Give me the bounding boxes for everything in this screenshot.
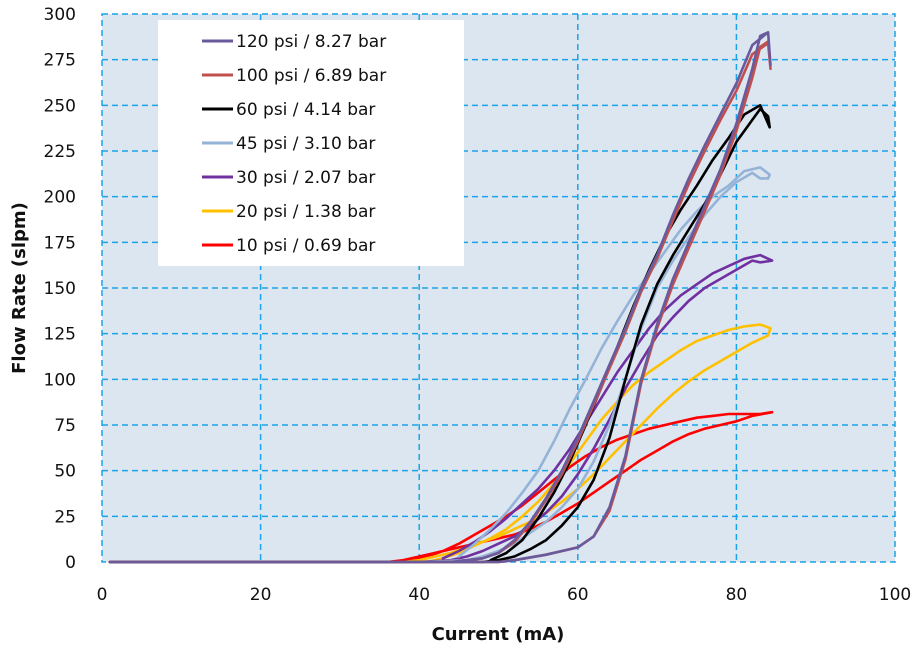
x-tick-label: 40 (408, 585, 430, 605)
y-tick-label: 50 (54, 462, 76, 482)
x-axis-ticks: 0 20 40 60 80 100 (97, 585, 912, 605)
y-tick-label: 125 (44, 325, 76, 345)
series-line (108, 30, 772, 564)
series-line (108, 410, 774, 564)
legend-label: 30 psi / 2.07 bar (236, 168, 375, 188)
legend-label: 10 psi / 0.69 bar (236, 236, 375, 256)
y-tick-label: 300 (44, 5, 76, 25)
legend: 120 psi / 8.27 bar 100 psi / 6.89 bar 60 p… (158, 20, 464, 266)
legend-label: 20 psi / 1.38 bar (236, 202, 375, 222)
x-tick-label: 80 (726, 585, 748, 605)
y-axis-title: Flow Rate (slpm) (9, 202, 30, 374)
x-tick-label: 0 (97, 585, 108, 605)
legend-label: 120 psi / 8.27 bar (236, 32, 386, 52)
y-tick-label: 200 (44, 188, 76, 208)
series-line (108, 253, 774, 564)
y-tick-label: 100 (44, 370, 76, 390)
legend-items: 120 psi / 8.27 bar 100 psi / 6.89 bar 60 p… (202, 32, 386, 256)
series-lines (108, 30, 774, 564)
legend-label: 45 psi / 3.10 bar (236, 134, 375, 154)
x-tick-label: 20 (250, 585, 272, 605)
y-tick-label: 0 (65, 553, 76, 573)
y-tick-label: 225 (44, 142, 76, 162)
y-tick-label: 175 (44, 233, 76, 253)
x-tick-label: 60 (567, 585, 589, 605)
legend-label: 100 psi / 6.89 bar (236, 66, 386, 86)
y-tick-label: 275 (44, 51, 76, 71)
y-tick-label: 25 (54, 507, 76, 527)
y-tick-label: 250 (44, 96, 76, 116)
x-tick-label: 100 (879, 585, 911, 605)
x-axis-title: Current (mA) (432, 624, 565, 645)
y-tick-label: 75 (54, 416, 76, 436)
y-tick-label: 150 (44, 279, 76, 299)
legend-label: 60 psi / 4.14 bar (236, 100, 375, 120)
y-axis-ticks: 0 25 50 75 100 125 150 175 200 225 250 275 300 (44, 5, 76, 573)
